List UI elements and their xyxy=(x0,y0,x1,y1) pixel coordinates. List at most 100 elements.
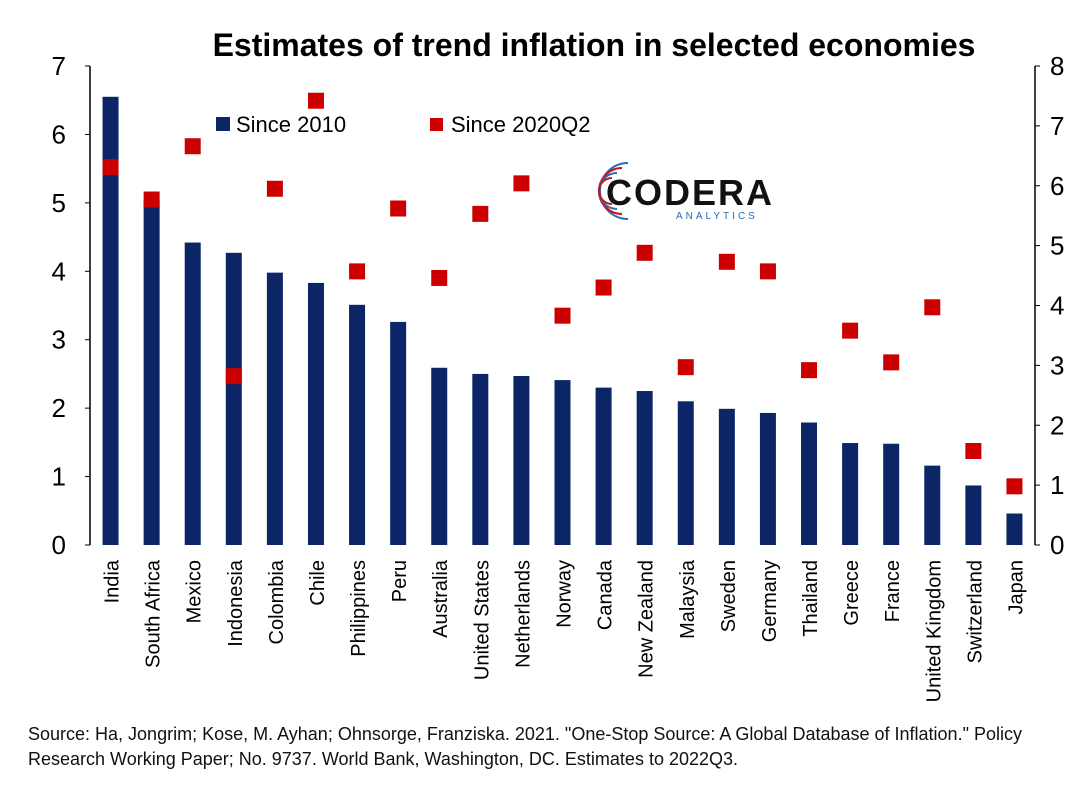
bar xyxy=(595,387,612,545)
x-tick-label: Malaysia xyxy=(677,559,699,639)
bar xyxy=(184,242,201,545)
point xyxy=(636,244,653,261)
x-tick-label: Switzerland xyxy=(964,560,986,663)
codera-logo-mark xyxy=(598,162,629,220)
x-tick-label: Peru xyxy=(389,560,411,602)
right-tick-label: 3 xyxy=(1050,350,1064,380)
right-tick-label: 4 xyxy=(1050,291,1064,321)
point xyxy=(431,269,448,286)
bar xyxy=(225,252,242,545)
x-tick-label: Netherlands xyxy=(512,560,534,668)
point xyxy=(513,175,530,192)
x-tick-label: Sweden xyxy=(718,560,740,632)
x-tick-label: Japan xyxy=(1005,560,1027,615)
codera-logo: CODERA ANALYTICS xyxy=(598,162,774,222)
x-tick-label: Germany xyxy=(759,560,781,642)
left-tick-label: 2 xyxy=(52,393,66,423)
x-tick-label: Mexico xyxy=(184,560,206,623)
right-tick-label: 7 xyxy=(1050,111,1064,141)
x-tick-label: Greece xyxy=(841,560,863,626)
right-tick-label: 1 xyxy=(1050,470,1064,500)
x-tick-label: United Kingdom xyxy=(923,560,945,702)
legend-swatch-since-2020q2 xyxy=(430,118,443,131)
x-tick-label: Indonesia xyxy=(225,559,247,647)
point xyxy=(225,368,242,385)
left-tick-label: 7 xyxy=(52,51,66,81)
x-axis-labels: India South Africa Mexico Indonesia Colombia… xyxy=(102,559,1028,702)
legend-swatch-since-2010 xyxy=(216,117,230,131)
right-tick-label: 0 xyxy=(1050,530,1064,560)
logo-name: CODERA xyxy=(606,172,774,213)
left-tick-label: 4 xyxy=(52,256,66,286)
bar xyxy=(842,443,859,545)
right-tick-label: 5 xyxy=(1050,231,1064,261)
bar xyxy=(307,282,324,545)
point xyxy=(677,359,694,376)
x-tick-label: Thailand xyxy=(800,560,822,637)
left-tick-label: 0 xyxy=(52,530,66,560)
point xyxy=(759,263,776,280)
source-note: Source: Ha, Jongrim; Kose, M. Ayhan; Ohn… xyxy=(28,724,1022,769)
bar xyxy=(143,199,160,545)
x-tick-label: Chile xyxy=(307,560,329,606)
point xyxy=(307,92,324,109)
bar xyxy=(266,272,283,545)
legend-label-since-2020q2: Since 2020Q2 xyxy=(451,112,590,137)
right-y-axis: 0 1 2 3 4 5 6 7 8 xyxy=(1034,51,1064,560)
chart-title: Estimates of trend inflation in selected… xyxy=(213,27,976,63)
point xyxy=(718,253,735,270)
point xyxy=(266,180,283,197)
bar xyxy=(1006,513,1023,545)
point xyxy=(184,138,201,155)
point xyxy=(390,200,407,217)
x-tick-label: New Zealand xyxy=(636,560,658,678)
x-tick-label: France xyxy=(882,560,904,622)
point xyxy=(143,191,160,208)
bar xyxy=(924,465,941,545)
left-tick-label: 3 xyxy=(52,325,66,355)
x-tick-label: South Africa xyxy=(143,559,165,668)
x-tick-label: Canada xyxy=(595,559,617,630)
x-tick-label: India xyxy=(102,559,124,603)
right-tick-label: 2 xyxy=(1050,410,1064,440)
bar xyxy=(349,304,366,545)
bar xyxy=(759,412,776,545)
bar xyxy=(718,408,735,545)
x-tick-label: United States xyxy=(471,560,493,680)
x-tick-label: Australia xyxy=(430,559,452,638)
point xyxy=(1006,478,1023,495)
bar xyxy=(801,422,818,545)
point xyxy=(924,299,941,316)
logo-tagline: ANALYTICS xyxy=(676,211,758,222)
bar xyxy=(965,485,982,545)
point-series xyxy=(102,92,1023,495)
bar xyxy=(390,321,407,545)
bar xyxy=(102,96,119,546)
bar xyxy=(636,391,653,545)
left-tick-label: 5 xyxy=(52,188,66,218)
point xyxy=(883,354,900,371)
chart: Estimates of trend inflation in selected… xyxy=(52,27,1065,702)
right-tick-label: 6 xyxy=(1050,171,1064,201)
point xyxy=(801,362,818,379)
point xyxy=(349,263,366,280)
bar xyxy=(431,367,448,545)
left-tick-label: 1 xyxy=(52,462,66,492)
point xyxy=(102,159,119,176)
bar xyxy=(554,380,571,545)
x-tick-label: Colombia xyxy=(266,559,288,644)
point xyxy=(472,205,489,222)
legend: Since 2010 Since 2020Q2 xyxy=(216,112,590,137)
point xyxy=(965,442,982,459)
bar xyxy=(513,375,530,545)
right-tick-label: 8 xyxy=(1050,51,1064,81)
bar xyxy=(677,401,694,545)
x-tick-label: Philippines xyxy=(348,560,370,657)
legend-label-since-2010: Since 2010 xyxy=(236,112,346,137)
bar xyxy=(472,373,489,545)
left-tick-label: 6 xyxy=(52,119,66,149)
bar xyxy=(883,443,900,545)
point xyxy=(842,322,859,339)
bar-series xyxy=(102,96,1023,546)
point xyxy=(554,307,571,324)
